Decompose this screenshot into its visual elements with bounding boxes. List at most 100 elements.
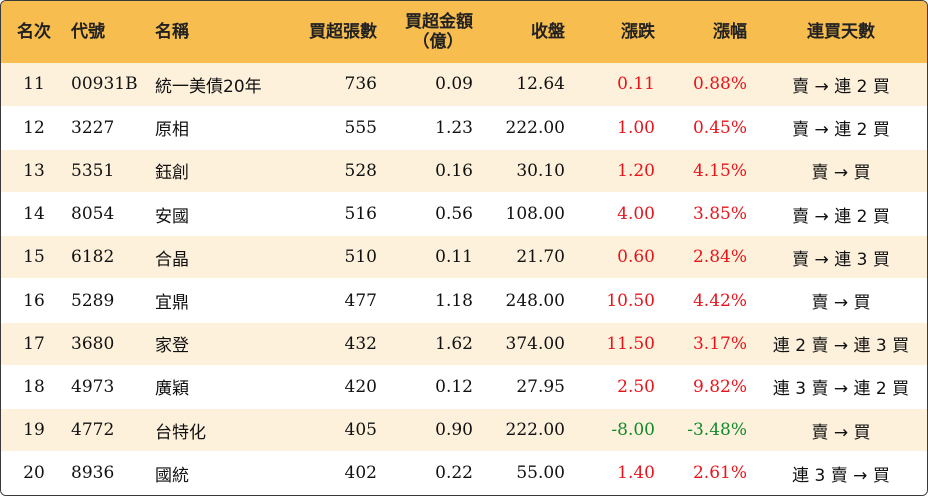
header-net-buy-amount-line1: 買超金額 bbox=[405, 12, 473, 32]
header-rank: 名次 bbox=[17, 22, 51, 42]
cell-change-pct: 3.85% bbox=[692, 204, 747, 225]
header-row: 名次 代號 名稱 買超張數 買超金額 （億） 收盤 漲跌 漲幅 連買天數 bbox=[1, 1, 927, 63]
cell-close: 55.00 bbox=[516, 463, 565, 484]
cell-rank: 16 bbox=[23, 290, 45, 311]
cell-close: 222.00 bbox=[505, 117, 565, 138]
cell-code: 8936 bbox=[71, 463, 115, 484]
header-net-buy-lots: 買超張數 bbox=[309, 22, 377, 42]
cell-streak: 連 3 賣 → 連 2 買 bbox=[772, 379, 910, 400]
cell-change: 1.20 bbox=[617, 160, 655, 181]
cell-code: 5289 bbox=[71, 290, 115, 311]
cell-name: 合晶 bbox=[155, 249, 189, 270]
header-close: 收盤 bbox=[531, 22, 565, 42]
cell-change-pct: 0.88% bbox=[692, 74, 747, 95]
cell-net-buy-lots: 405 bbox=[344, 420, 377, 441]
cell-name: 家登 bbox=[155, 336, 189, 357]
cell-rank: 18 bbox=[23, 376, 45, 397]
header-net-buy-amount: 買超金額 （億） bbox=[385, 1, 481, 63]
cell-net-buy-amount: 0.90 bbox=[435, 420, 473, 441]
header-change: 漲跌 bbox=[621, 22, 655, 42]
cell-rank: 17 bbox=[23, 333, 45, 354]
cell-net-buy-amount: 0.22 bbox=[435, 463, 473, 484]
cell-net-buy-amount: 0.16 bbox=[435, 160, 473, 181]
cell-code: 4973 bbox=[71, 376, 115, 397]
cell-net-buy-lots: 510 bbox=[344, 247, 377, 268]
cell-streak: 賣 → 買 bbox=[811, 422, 871, 443]
cell-change: 0.11 bbox=[617, 74, 655, 95]
cell-close: 222.00 bbox=[505, 420, 565, 441]
cell-rank: 14 bbox=[23, 204, 45, 225]
table-row: 19 4772 台特化 405 0.90 222.00 -8.00 -3.48% 賣 → 買 bbox=[1, 408, 927, 452]
cell-net-buy-amount: 0.56 bbox=[435, 204, 473, 225]
cell-change: 10.50 bbox=[606, 290, 655, 311]
cell-change: 1.00 bbox=[617, 117, 655, 138]
header-name: 名稱 bbox=[155, 22, 189, 42]
cell-close: 108.00 bbox=[505, 204, 565, 225]
cell-streak: 賣 → 連 2 買 bbox=[792, 206, 890, 227]
header-streak: 連買天數 bbox=[807, 22, 875, 42]
cell-code: 4772 bbox=[71, 420, 115, 441]
cell-streak: 連 3 賣 → 買 bbox=[792, 465, 890, 486]
cell-rank: 11 bbox=[23, 74, 45, 95]
cell-close: 374.00 bbox=[505, 333, 565, 354]
cell-close: 27.95 bbox=[516, 376, 565, 397]
cell-code: 5351 bbox=[71, 160, 115, 181]
cell-rank: 13 bbox=[23, 160, 45, 181]
cell-change-pct: 9.82% bbox=[692, 376, 747, 397]
cell-streak: 連 2 賣 → 連 3 買 bbox=[772, 336, 910, 357]
header-code: 代號 bbox=[71, 22, 105, 42]
cell-rank: 20 bbox=[23, 463, 45, 484]
cell-streak: 賣 → 連 2 買 bbox=[792, 120, 890, 141]
cell-close: 248.00 bbox=[505, 290, 565, 311]
header-net-buy-amount-line2: （億） bbox=[412, 32, 464, 52]
cell-change-pct: 4.15% bbox=[692, 160, 747, 181]
cell-net-buy-amount: 0.11 bbox=[435, 247, 473, 268]
cell-net-buy-amount: 1.18 bbox=[435, 290, 473, 311]
cell-net-buy-lots: 555 bbox=[344, 117, 377, 138]
cell-streak: 賣 → 買 bbox=[811, 293, 871, 314]
cell-code: 3680 bbox=[71, 333, 115, 354]
header-change-pct: 漲幅 bbox=[713, 22, 747, 42]
cell-net-buy-amount: 1.23 bbox=[435, 117, 473, 138]
cell-net-buy-amount: 0.09 bbox=[435, 74, 473, 95]
cell-code: 6182 bbox=[71, 247, 115, 268]
cell-net-buy-lots: 420 bbox=[344, 376, 377, 397]
cell-name: 廣穎 bbox=[155, 379, 189, 400]
cell-change-pct: 3.17% bbox=[692, 333, 747, 354]
cell-name: 鈺創 bbox=[155, 163, 189, 184]
cell-name: 原相 bbox=[155, 120, 189, 141]
table-row: 13 5351 鈺創 528 0.16 30.10 1.20 4.15% 賣 → 買 bbox=[1, 149, 927, 193]
cell-change-pct: 2.84% bbox=[692, 247, 747, 268]
cell-name: 安國 bbox=[155, 206, 189, 227]
cell-streak: 賣 → 買 bbox=[811, 163, 871, 184]
cell-change-pct: 2.61% bbox=[692, 463, 747, 484]
cell-name: 台特化 bbox=[155, 422, 206, 443]
table-header: 名次 代號 名稱 買超張數 買超金額 （億） 收盤 漲跌 漲幅 連買天數 bbox=[1, 1, 927, 63]
table-row: 12 3227 原相 555 1.23 222.00 1.00 0.45% 賣 → 連 2 買 bbox=[1, 106, 927, 150]
cell-change: 0.60 bbox=[617, 247, 655, 268]
table-row: 18 4973 廣穎 420 0.12 27.95 2.50 9.82% 連 3 賣 → 連 2… bbox=[1, 365, 927, 409]
cell-net-buy-lots: 528 bbox=[344, 160, 377, 181]
cell-close: 21.70 bbox=[516, 247, 565, 268]
cell-net-buy-lots: 516 bbox=[344, 204, 377, 225]
cell-change-pct: 4.42% bbox=[692, 290, 747, 311]
cell-net-buy-lots: 477 bbox=[344, 290, 377, 311]
cell-change: 11.50 bbox=[606, 333, 655, 354]
cell-code: 8054 bbox=[71, 204, 115, 225]
cell-change-pct: -3.48% bbox=[687, 420, 747, 441]
table-row: 14 8054 安國 516 0.56 108.00 4.00 3.85% 賣 → 連 2 買 bbox=[1, 192, 927, 236]
cell-change: 4.00 bbox=[617, 204, 655, 225]
table-row: 17 3680 家登 432 1.62 374.00 11.50 3.17% 連 2 賣 → 連… bbox=[1, 322, 927, 366]
cell-code: 3227 bbox=[71, 117, 115, 138]
table-row: 20 8936 國統 402 0.22 55.00 1.40 2.61% 連 3 賣 → 買 bbox=[1, 451, 927, 495]
cell-close: 30.10 bbox=[516, 160, 565, 181]
cell-streak: 賣 → 連 3 買 bbox=[792, 249, 890, 270]
table-row: 11 00931B 統一美債20年 736 0.09 12.64 0.11 0.88% 賣 → … bbox=[1, 63, 927, 107]
cell-rank: 12 bbox=[23, 117, 45, 138]
cell-net-buy-lots: 432 bbox=[344, 333, 377, 354]
cell-net-buy-amount: 0.12 bbox=[435, 376, 473, 397]
cell-rank: 15 bbox=[23, 247, 45, 268]
cell-net-buy-amount: 1.62 bbox=[435, 333, 473, 354]
cell-code: 00931B bbox=[71, 74, 138, 95]
cell-close: 12.64 bbox=[516, 74, 565, 95]
